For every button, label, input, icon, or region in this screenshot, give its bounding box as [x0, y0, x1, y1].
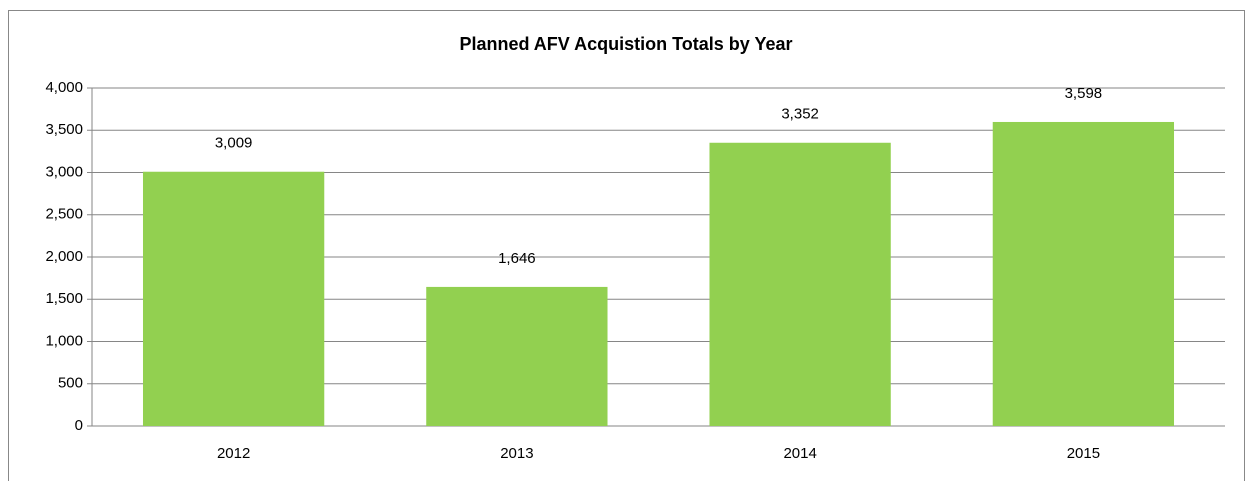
y-tick-label: 1,000: [45, 332, 83, 349]
chart-title: Planned AFV Acquistion Totals by Year: [459, 34, 792, 54]
x-tick-label: 2014: [783, 445, 816, 462]
bar: [142, 171, 325, 426]
bar: [709, 142, 891, 427]
y-tick-label: 3,500: [45, 121, 83, 138]
y-tick-label: 2,500: [45, 206, 83, 223]
y-tick-label: 4,000: [45, 79, 83, 96]
bar: [426, 286, 608, 426]
bar: [992, 121, 1175, 427]
data-label: 1,646: [498, 250, 536, 267]
y-tick-label: 1,500: [45, 290, 83, 307]
x-tick-label: 2015: [1067, 445, 1100, 462]
y-tick-label: 0: [75, 417, 83, 434]
y-tick-label: 500: [58, 375, 83, 392]
y-tick-label: 3,000: [45, 163, 83, 180]
x-tick-label: 2013: [500, 445, 533, 462]
y-tick-label: 2,000: [45, 248, 83, 265]
data-label: 3,352: [781, 106, 819, 123]
x-tick-label: 2012: [217, 445, 250, 462]
data-label: 3,009: [215, 135, 253, 152]
data-label: 3,598: [1065, 85, 1103, 102]
